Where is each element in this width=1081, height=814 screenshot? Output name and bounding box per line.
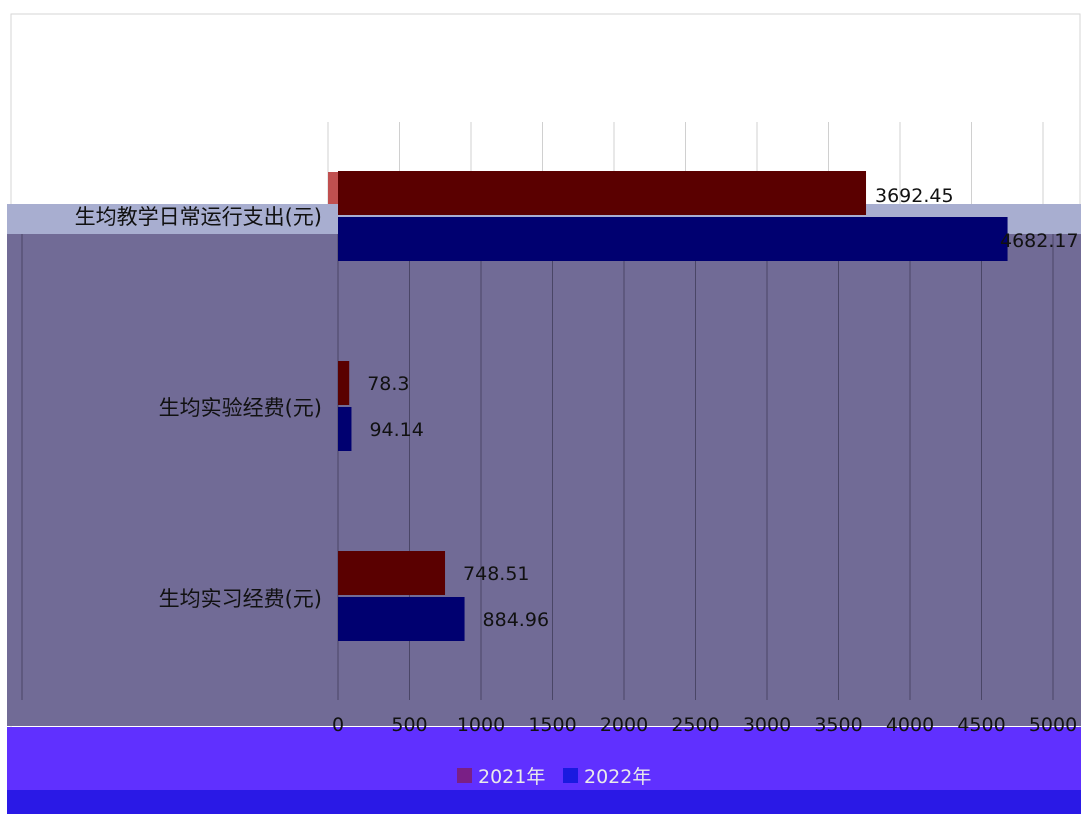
bar-2022: [338, 217, 1008, 261]
category-label: 生均教学日常运行支出(元): [75, 205, 322, 229]
value-label: 4682.17: [1000, 230, 1079, 252]
x-tick-label: 1500: [528, 714, 576, 736]
legend-swatch-2021: [457, 768, 472, 783]
bar-2021: [338, 361, 350, 405]
legend-label-2021: 2021年: [478, 766, 545, 788]
value-label: 884.96: [483, 609, 549, 631]
legend-label-2022: 2022年: [584, 766, 651, 788]
category-label: 生均实验经费(元): [159, 396, 322, 420]
value-label: 78.3: [367, 373, 409, 395]
bar-2022: [338, 597, 465, 641]
plot-background: [7, 204, 1081, 726]
x-tick-label: 500: [391, 714, 427, 736]
bar-2022: [338, 407, 352, 451]
category-label: 生均实习经费(元): [159, 587, 322, 611]
x-tick-label: 5000: [1029, 714, 1077, 736]
bar-2021: [338, 551, 446, 595]
value-label: 748.51: [463, 563, 529, 585]
x-tick-label: 2000: [600, 714, 648, 736]
legend-band-lower: [7, 790, 1081, 814]
legend: 2021年 2022年: [457, 766, 651, 788]
x-tick-label: 0: [332, 714, 344, 736]
x-axis-ticks: 0 500 1000 1500 2000 2500 3000 3500 4000 4500 5000: [332, 714, 1077, 736]
x-tick-label: 3500: [814, 714, 862, 736]
value-label: 94.14: [369, 419, 423, 441]
value-label: 3692.45: [875, 185, 954, 207]
bars: [328, 171, 1008, 641]
x-tick-label: 4000: [886, 714, 934, 736]
bar-2021: [338, 171, 867, 215]
legend-swatch-2022: [563, 768, 578, 783]
x-tick-label: 3000: [743, 714, 791, 736]
x-tick-label: 1000: [457, 714, 505, 736]
x-tick-label: 2500: [671, 714, 719, 736]
x-tick-label: 4500: [957, 714, 1005, 736]
